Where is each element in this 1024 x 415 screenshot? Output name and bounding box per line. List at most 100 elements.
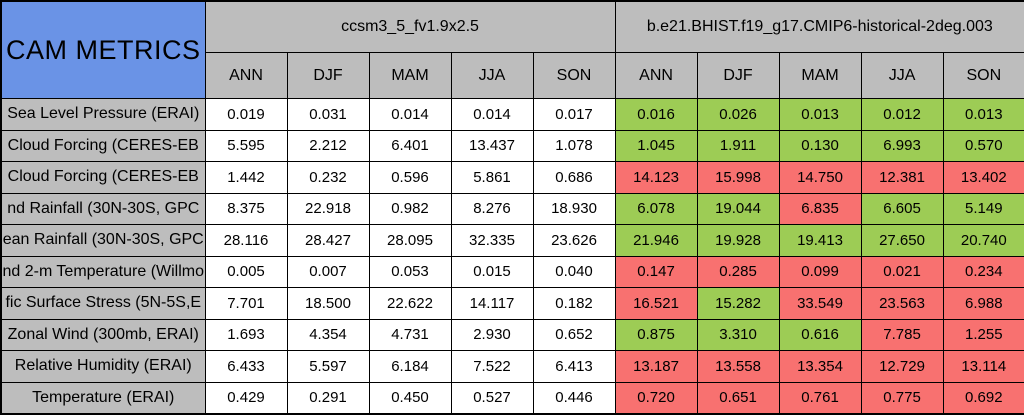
metric-cell-comparison: 13.114 [942, 350, 1024, 383]
metric-cell-baseline: 0.652 [532, 318, 616, 351]
metric-cell-comparison: 0.130 [778, 129, 862, 162]
metric-cell-comparison: 13.402 [942, 161, 1024, 194]
row-label: nd Rainfall (30N-30S, GPC [0, 192, 206, 225]
metric-cell-comparison: 6.605 [860, 192, 944, 225]
metric-cell-comparison: 0.016 [614, 98, 698, 131]
group-header-row: CAM METRICS ccsm3_5_fv1.9x2.5 b.e21.BHIS… [0, 0, 1024, 99]
model-header-baseline: ccsm3_5_fv1.9x2.5 [204, 0, 616, 53]
metric-cell-baseline: 0.446 [532, 381, 616, 414]
season-header-row: ANN DJF MAM JJA SON ANN DJF MAM JJA SON [1, 52, 1024, 99]
table-row: Temperature (ERAI) 0.429 0.291 0.450 0.527 0.… [0, 381, 1024, 414]
metric-cell-comparison: 0.875 [614, 318, 698, 351]
metric-cell-baseline: 0.232 [286, 161, 370, 194]
metric-cell-comparison: 0.775 [860, 381, 944, 414]
table-row: nd 2-m Temperature (Willmo 0.005 0.007 0.05… [0, 255, 1024, 288]
metric-cell-comparison: 0.616 [778, 318, 862, 351]
metric-cell-baseline: 2.930 [450, 318, 534, 351]
metric-cell-comparison: 0.234 [942, 255, 1024, 288]
metric-cell-baseline: 23.626 [532, 224, 616, 257]
metric-cell-baseline: 0.007 [286, 255, 370, 288]
metric-cell-baseline: 0.182 [532, 287, 616, 320]
metric-cell-comparison: 1.255 [942, 318, 1024, 351]
metric-cell-comparison: 6.993 [860, 129, 944, 162]
metric-cell-comparison: 1.045 [614, 129, 698, 162]
season-header-left-mam: MAM [368, 52, 452, 99]
season-header-right-mam: MAM [778, 52, 862, 99]
metric-cell-comparison: 6.835 [778, 192, 862, 225]
metric-cell-comparison: 0.013 [778, 98, 862, 131]
metric-cell-comparison: 0.692 [942, 381, 1024, 414]
metric-cell-baseline: 0.040 [532, 255, 616, 288]
model-header-comparison: b.e21.BHIST.f19_g17.CMIP6-historical-2de… [614, 0, 1024, 53]
table-corner-title: CAM METRICS [0, 0, 206, 99]
metric-cell-baseline: 13.437 [450, 129, 534, 162]
metric-cell-baseline: 22.622 [368, 287, 452, 320]
metric-cell-comparison: 15.998 [696, 161, 780, 194]
metric-cell-baseline: 0.015 [450, 255, 534, 288]
row-label: fic Surface Stress (5N-5S,E [0, 287, 206, 320]
table-row: fic Surface Stress (5N-5S,E 7.701 18.500 22… [0, 287, 1024, 320]
metric-cell-baseline: 8.375 [204, 192, 288, 225]
season-header-left-jja: JJA [450, 52, 534, 99]
season-header-right-ann: ANN [614, 52, 698, 99]
metric-cell-comparison: 0.021 [860, 255, 944, 288]
metric-cell-baseline: 7.522 [450, 350, 534, 383]
metric-cell-comparison: 0.026 [696, 98, 780, 131]
metric-cell-comparison: 7.785 [860, 318, 944, 351]
metric-cell-baseline: 0.017 [532, 98, 616, 131]
metric-cell-baseline: 0.005 [204, 255, 288, 288]
metric-cell-baseline: 5.597 [286, 350, 370, 383]
metric-cell-comparison: 33.549 [778, 287, 862, 320]
table-row: Relative Humidity (ERAI) 6.433 5.597 6.184 7… [0, 350, 1024, 383]
metric-cell-baseline: 0.053 [368, 255, 452, 288]
metric-cell-baseline: 6.433 [204, 350, 288, 383]
row-label: Relative Humidity (ERAI) [0, 350, 206, 383]
metric-cell-baseline: 0.019 [204, 98, 288, 131]
metric-cell-comparison: 0.013 [942, 98, 1024, 131]
metric-cell-comparison: 1.911 [696, 129, 780, 162]
metric-cell-baseline: 6.401 [368, 129, 452, 162]
metric-cell-baseline: 6.184 [368, 350, 452, 383]
row-label: Cloud Forcing (CERES-EB [0, 129, 206, 162]
table-row: Cloud Forcing (CERES-EB 1.442 0.232 0.596 5.… [0, 161, 1024, 194]
metric-cell-comparison: 12.729 [860, 350, 944, 383]
metric-cell-baseline: 28.116 [204, 224, 288, 257]
table-row: Zonal Wind (300mb, ERAI) 1.693 4.354 4.731 2… [0, 318, 1024, 351]
row-label: ean Rainfall (30N-30S, GPC [0, 224, 206, 257]
metric-cell-comparison: 20.740 [942, 224, 1024, 257]
metric-cell-comparison: 13.187 [614, 350, 698, 383]
metric-cell-baseline: 1.693 [204, 318, 288, 351]
metric-cell-comparison: 19.928 [696, 224, 780, 257]
table-row: nd Rainfall (30N-30S, GPC 8.375 22.918 0.98… [0, 192, 1024, 225]
row-label: Zonal Wind (300mb, ERAI) [0, 318, 206, 351]
metric-cell-baseline: 14.117 [450, 287, 534, 320]
metric-cell-comparison: 23.563 [860, 287, 944, 320]
row-label: nd 2-m Temperature (Willmo [0, 255, 206, 288]
metric-cell-comparison: 0.570 [942, 129, 1024, 162]
table-row: ean Rainfall (30N-30S, GPC 28.116 28.427 28… [0, 224, 1024, 257]
metric-cell-baseline: 2.212 [286, 129, 370, 162]
metric-cell-baseline: 7.701 [204, 287, 288, 320]
metric-cell-comparison: 0.720 [614, 381, 698, 414]
metric-cell-baseline: 28.095 [368, 224, 452, 257]
metric-cell-baseline: 0.450 [368, 381, 452, 414]
metric-cell-comparison: 12.381 [860, 161, 944, 194]
season-header-left-djf: DJF [286, 52, 370, 99]
metric-cell-comparison: 0.761 [778, 381, 862, 414]
season-header-left-ann: ANN [204, 52, 288, 99]
metric-cell-baseline: 0.014 [450, 98, 534, 131]
metric-cell-baseline: 0.982 [368, 192, 452, 225]
metric-cell-comparison: 19.413 [778, 224, 862, 257]
metric-cell-baseline: 6.413 [532, 350, 616, 383]
row-label: Temperature (ERAI) [0, 381, 206, 414]
metric-cell-baseline: 5.861 [450, 161, 534, 194]
metric-cell-baseline: 5.595 [204, 129, 288, 162]
metric-cell-comparison: 19.044 [696, 192, 780, 225]
metric-cell-comparison: 13.558 [696, 350, 780, 383]
metric-cell-comparison: 14.750 [778, 161, 862, 194]
season-header-right-son: SON [942, 52, 1024, 99]
metric-cell-baseline: 28.427 [286, 224, 370, 257]
metric-cell-comparison: 14.123 [614, 161, 698, 194]
metric-cell-baseline: 0.429 [204, 381, 288, 414]
